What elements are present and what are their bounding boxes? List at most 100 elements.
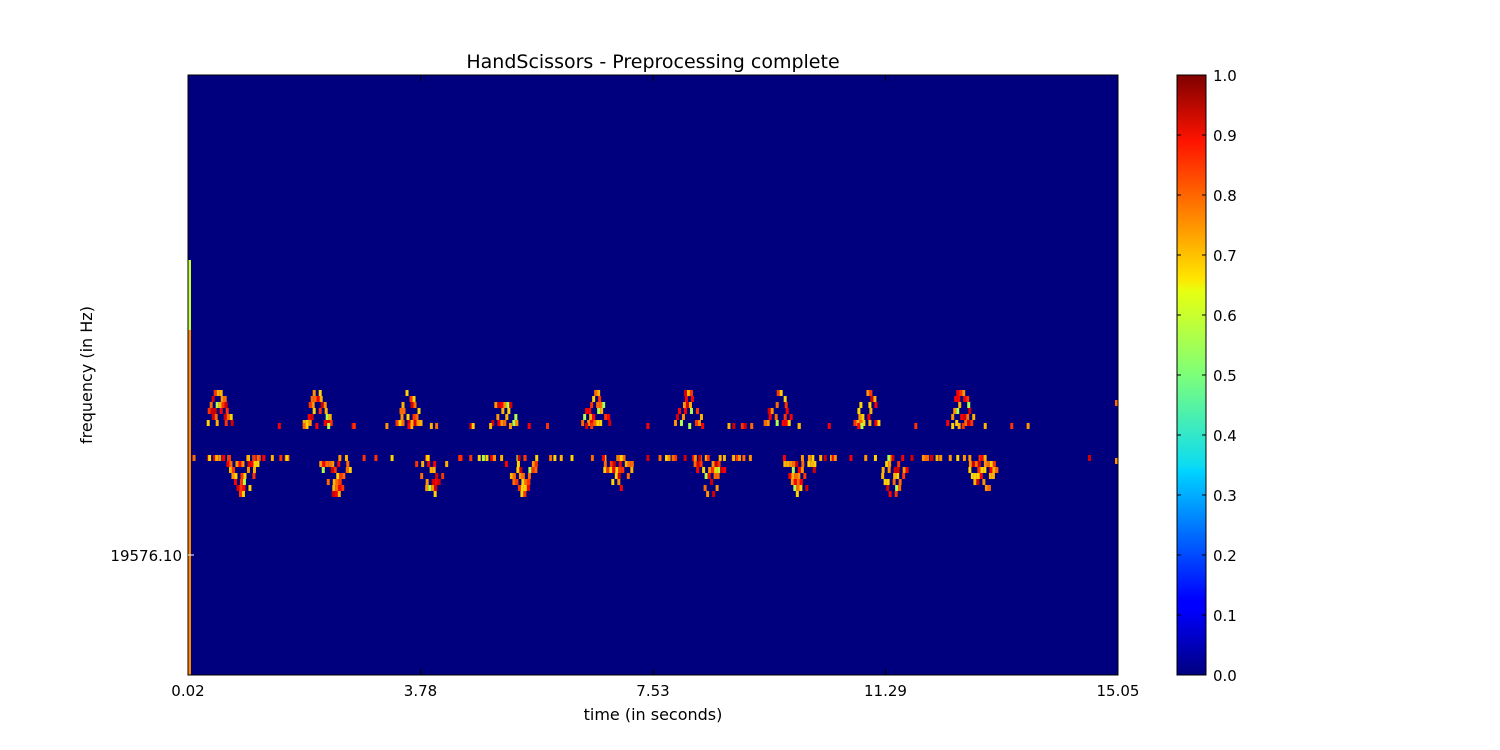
heatmap-cell	[395, 420, 399, 426]
heatmap-cell	[374, 455, 378, 461]
heatmap-cell	[673, 420, 677, 426]
heatmap-cell	[431, 485, 435, 491]
heatmap-cell	[979, 473, 983, 479]
heatmap-cell	[699, 414, 703, 420]
heatmap-cell	[805, 485, 809, 491]
heatmap-cell	[215, 455, 219, 461]
heatmap-cell	[508, 423, 512, 429]
heatmap-cell	[873, 455, 877, 461]
heatmap-cell	[330, 467, 334, 473]
heatmap-cell	[1026, 423, 1030, 429]
heatmap-cell	[435, 423, 439, 429]
heatmap-cell	[302, 423, 306, 429]
heatmap-cell	[405, 390, 409, 396]
heatmap-cell	[413, 402, 417, 408]
heatmap-cell	[549, 455, 553, 461]
heatmap-cell	[428, 485, 432, 491]
heatmap-cell	[612, 467, 616, 473]
heatmap-cell	[953, 408, 957, 414]
heatmap-cell	[873, 396, 877, 402]
heatmap-cell	[226, 414, 230, 420]
heatmap-cell	[849, 455, 853, 461]
heatmap-cell	[607, 414, 611, 420]
heatmap-cell	[624, 461, 628, 467]
heatmap-cell	[675, 414, 679, 420]
heatmap-cell	[338, 479, 342, 485]
heatmap-cell	[946, 420, 950, 426]
heatmap-cell	[888, 461, 892, 467]
heatmap-cell	[775, 420, 779, 426]
heatmap-cell	[596, 420, 600, 426]
heatmap-cell	[793, 485, 797, 491]
heatmap-cell	[857, 408, 861, 414]
heatmap-cell	[870, 396, 874, 402]
heatmap-cell	[604, 414, 608, 420]
heatmap-cell	[503, 402, 507, 408]
heatmap-cell	[980, 467, 984, 473]
heatmap-cell	[748, 455, 752, 461]
heatmap-cell	[898, 479, 902, 485]
heatmap-cell	[334, 491, 338, 497]
heatmap-cell	[308, 420, 312, 426]
heatmap-cell	[788, 473, 792, 479]
heatmap-cell	[785, 408, 789, 414]
colorbar-gradient	[1176, 74, 1207, 676]
heatmap-cell	[211, 414, 215, 420]
heatmap-cell	[681, 414, 685, 420]
heatmap-cell	[704, 455, 708, 461]
heatmap-cell	[784, 402, 788, 408]
heatmap-cell	[956, 408, 960, 414]
heatmap-cell	[859, 402, 863, 408]
heatmap-cell	[481, 455, 485, 461]
heatmap-cell	[497, 420, 501, 426]
heatmap-cell	[688, 402, 692, 408]
heatmap-background	[188, 75, 1118, 675]
heatmap-cell	[507, 408, 511, 414]
heatmap-cell	[976, 473, 980, 479]
heatmap-cell	[332, 485, 336, 491]
heatmap-cell	[968, 408, 972, 414]
heatmap-cell	[819, 455, 823, 461]
heatmap-cell	[968, 461, 972, 467]
heatmap-cell	[587, 420, 591, 426]
heatmap-cell	[590, 402, 594, 408]
heatmap-cell	[1115, 458, 1118, 464]
colorbar-tick-label: 0.9	[1213, 127, 1237, 145]
heatmap-cell	[225, 408, 229, 414]
heatmap-cell	[971, 461, 975, 467]
heatmap-cell	[797, 423, 801, 429]
heatmap-cell	[247, 461, 251, 467]
heatmap-cell	[898, 485, 902, 491]
heatmap-cell	[413, 420, 417, 426]
heatmap-cell	[776, 390, 780, 396]
heatmap-cell	[324, 408, 328, 414]
heatmap-cell	[982, 479, 986, 485]
heatmap-cell	[967, 420, 971, 426]
heatmap-cell	[329, 420, 333, 426]
heatmap-cell	[742, 455, 746, 461]
heatmap-cell	[214, 414, 218, 420]
heatmap-cell	[469, 455, 473, 461]
heatmap-cell	[618, 467, 622, 473]
heatmap-cell	[188, 260, 191, 330]
heatmap-cell	[399, 408, 403, 414]
heatmap-cell	[505, 414, 509, 420]
heatmap-cell	[893, 467, 897, 473]
heatmap-cell	[321, 467, 325, 473]
heatmap-cell	[342, 473, 346, 479]
heatmap-cell	[712, 491, 716, 497]
heatmap-cell	[995, 467, 999, 473]
heatmap-cell	[901, 455, 905, 461]
heatmap-cell	[983, 423, 987, 429]
heatmap-cell	[789, 414, 793, 420]
heatmap-cell	[501, 408, 505, 414]
heatmap-cell	[445, 461, 449, 467]
heatmap-cell	[425, 479, 429, 485]
heatmap-cell	[228, 467, 232, 473]
heatmap-cell	[811, 455, 815, 461]
heatmap-cell	[910, 455, 914, 461]
heatmap-cell	[914, 423, 918, 429]
heatmap-cell	[421, 461, 425, 467]
heatmap-cell	[966, 396, 970, 402]
heatmap-cell	[425, 485, 429, 491]
